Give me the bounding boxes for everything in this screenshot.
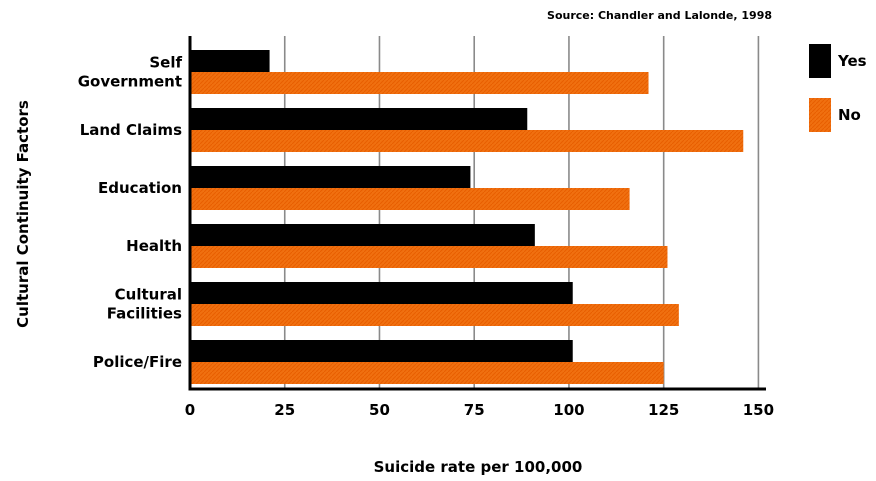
bar-no-0 (190, 72, 649, 94)
legend-label-no: No (838, 106, 861, 124)
x-tick-label-25: 25 (274, 401, 295, 419)
x-tick-label-0: 0 (185, 401, 195, 419)
bar-yes-4 (190, 282, 573, 304)
source-note: Source: Chandler and Lalonde, 1998 (547, 9, 772, 22)
category-label-3: Health (126, 237, 182, 255)
bars (190, 50, 744, 384)
category-label-1: Land Claims (80, 121, 182, 139)
bar-yes-3 (190, 224, 535, 246)
category-label-4: Cultural Facilities (107, 286, 182, 323)
x-tick-label-100: 100 (553, 401, 584, 419)
category-label-2: Education (98, 179, 182, 197)
x-tick-label-75: 75 (464, 401, 485, 419)
bar-yes-1 (190, 108, 528, 130)
category-label-0: Self Government (78, 54, 183, 91)
bar-yes-2 (190, 166, 471, 188)
bar-no-2 (190, 188, 630, 210)
legend-swatch-yes (809, 44, 831, 78)
bar-no-5 (190, 362, 664, 384)
bar-yes-5 (190, 340, 573, 362)
bar-no-3 (190, 246, 668, 268)
bar-yes-0 (190, 50, 270, 72)
bar-no-4 (190, 304, 679, 326)
category-labels: Self Government Land Claims Education Health… (78, 54, 183, 372)
axes (188, 36, 766, 391)
x-tick-label-50: 50 (369, 401, 390, 419)
grid (283, 36, 760, 389)
x-tick-label-150: 150 (743, 401, 774, 419)
x-axis-title: Suicide rate per 100,000 (374, 458, 583, 476)
x-tick-label-125: 125 (648, 401, 679, 419)
category-label-5: Police/Fire (93, 353, 182, 371)
legend-label-yes: Yes (837, 52, 867, 70)
bar-no-1 (190, 130, 744, 152)
legend-swatch-no (809, 98, 831, 132)
x-ticks: 0 25 50 75 100 125 150 (185, 401, 774, 419)
y-axis-title: Cultural Continuity Factors (14, 100, 32, 328)
legend: Yes No (809, 44, 867, 132)
